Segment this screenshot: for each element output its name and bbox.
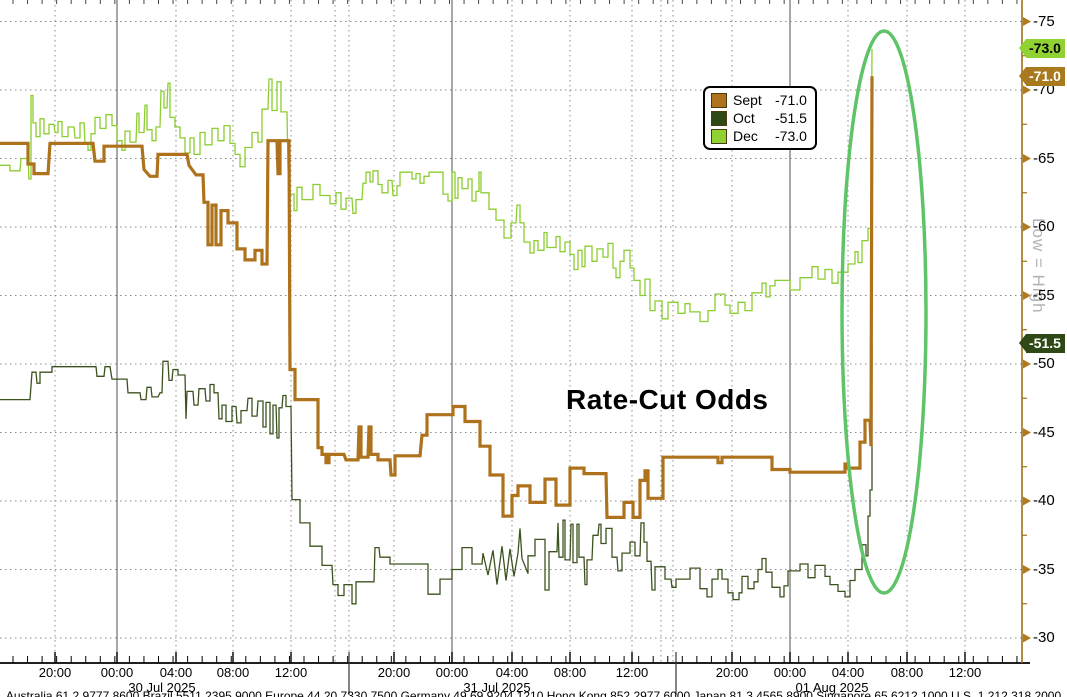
legend-item[interactable]: Sept -71.0 (711, 91, 807, 109)
x-axis-time-label: 04:00 (159, 665, 193, 680)
x-axis-date-label: 30 Jul 2025 (128, 680, 196, 695)
x-axis-time-label: 04:00 (831, 665, 865, 680)
tag-pointer-icon (1019, 39, 1026, 57)
y-tick-arrow-icon (1023, 17, 1031, 26)
x-axis-time-label: 20:00 (715, 665, 749, 680)
y-axis-tick-label: -45 (1033, 424, 1055, 441)
legend-series-name: Sept (733, 92, 762, 108)
highlight-ellipse-annotation (840, 29, 928, 595)
x-axis-time-label: 12:00 (274, 665, 308, 680)
x-axis-time-label: 20:00 (38, 665, 72, 680)
legend-item[interactable]: Oct -51.5 (711, 109, 807, 127)
y-tick-arrow-icon (1023, 222, 1031, 232)
y-axis-tick-label: -55 (1033, 287, 1055, 304)
y-tick-arrow-icon (1023, 359, 1031, 369)
y-tick-arrow-icon (1023, 154, 1031, 163)
day-boundary-lines (116, 0, 791, 663)
x-axis-time-label: 12:00 (948, 665, 982, 680)
tag-pointer-icon (1019, 334, 1026, 352)
legend-box[interactable]: Sept -71.0 Oct -51.5 Dec -73.0 (703, 86, 817, 150)
legend-item[interactable]: Dec -73.0 (711, 127, 807, 145)
y-tick-arrow-icon (1023, 291, 1031, 300)
last-value-tag[interactable]: -73.0 (1019, 39, 1065, 58)
x-axis-time-label: 08:00 (890, 665, 924, 680)
x-axis-time-label: 12:00 (615, 665, 649, 680)
chart-annotation-title: Rate-Cut Odds (566, 384, 769, 415)
x-axis-time-label: 04:00 (495, 665, 529, 680)
legend-swatch-icon (711, 128, 727, 144)
x-axis-date-label: 01 Aug 2025 (795, 680, 869, 695)
y-axis-tick-label: -30 (1033, 629, 1055, 646)
y-tick-arrow-icon (1023, 85, 1031, 95)
y-axis-tick-label: -75 (1033, 13, 1055, 30)
legend-series-value: -71.0 (775, 92, 807, 108)
tag-pointer-icon (1019, 67, 1026, 85)
y-axis-tick-label: -35 (1033, 561, 1055, 578)
x-axis-date-label: 31 Jul 2025 (463, 680, 531, 695)
x-axis-time-label: 08:00 (216, 665, 250, 680)
terminal-footer-text: Australia 61 2 9777 8600 Brazil 5511 239… (5, 689, 1062, 697)
y-axis-tick-label: -60 (1033, 218, 1055, 235)
y-axis-tick-label: -40 (1033, 492, 1055, 509)
y-tick-arrow-icon (1023, 565, 1031, 574)
legend-series-value: -51.5 (775, 110, 807, 126)
y-axis-tick-label: -65 (1033, 150, 1055, 167)
gridlines-horizontal (0, 21, 1022, 639)
last-value-tag[interactable]: -51.5 (1019, 334, 1065, 353)
last-value-tag[interactable]: -71.0 (1019, 67, 1065, 86)
x-axis-ticks (12, 0, 1018, 695)
y-axis-ticks (1022, 17, 1031, 643)
series-line-dec[interactable] (0, 48, 873, 323)
y-axis-tick-label: -50 (1033, 355, 1055, 372)
series-line-oct[interactable] (0, 343, 873, 605)
x-axis-time-label: 00:00 (100, 665, 134, 680)
legend-swatch-icon (711, 110, 727, 126)
y-axis-title: Low = High (1029, 218, 1048, 314)
x-axis-time-label: 08:00 (553, 665, 587, 680)
legend-series-name: Dec (733, 128, 758, 144)
legend-series-name: Oct (733, 110, 755, 126)
legend-series-value: -73.0 (775, 128, 807, 144)
x-axis-time-label: 20:00 (377, 665, 411, 680)
gridlines-vertical (54, 0, 966, 663)
y-tick-arrow-icon (1023, 428, 1031, 437)
x-axis-time-label: 00:00 (773, 665, 807, 680)
legend-swatch-icon (711, 92, 727, 108)
y-tick-arrow-icon (1023, 633, 1031, 643)
series-line-sept[interactable] (0, 76, 874, 520)
y-tick-arrow-icon (1023, 496, 1031, 506)
x-axis-time-label: 00:00 (435, 665, 469, 680)
